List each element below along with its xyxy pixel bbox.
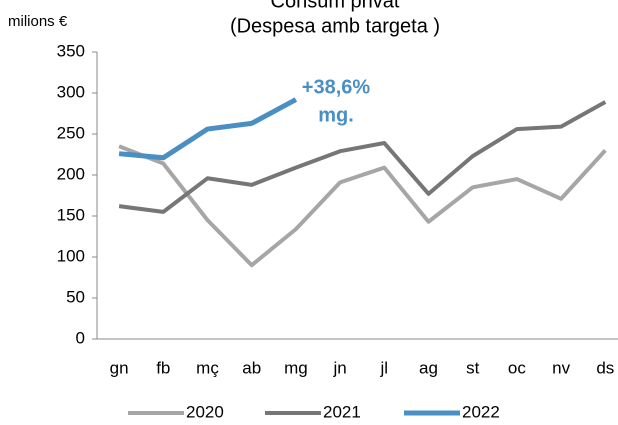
x-tick-label: ds — [596, 358, 614, 377]
y-tick-label: 300 — [57, 82, 85, 101]
x-tick-label: fb — [156, 358, 170, 377]
y-tick-label: 50 — [66, 287, 85, 306]
y-tick-label: 0 — [76, 328, 85, 347]
y-tick-label: 250 — [57, 123, 85, 142]
y-tick-label: 100 — [57, 246, 85, 265]
legend-label: 2021 — [323, 402, 361, 421]
annotation: +38,6% — [302, 76, 371, 98]
legend-label: 2020 — [186, 402, 224, 421]
x-tick-label: jl — [380, 358, 389, 377]
x-tick-label: gn — [110, 358, 129, 377]
line-series — [118, 100, 607, 214]
y-tick-label: 350 — [57, 41, 85, 60]
annotation: mg. — [318, 104, 354, 126]
y-axis-label: milions € — [8, 13, 68, 30]
x-tick-label: jn — [332, 358, 346, 377]
chart-subtitle: (Despesa amb targeta ) — [230, 15, 440, 37]
x-tick-label: ag — [419, 358, 438, 377]
x-tick-label: mg — [284, 358, 308, 377]
x-tick-label: ab — [242, 358, 261, 377]
y-tick-label: 150 — [57, 205, 85, 224]
x-tick-label: nv — [552, 358, 570, 377]
chart-title: Consum privat — [271, 0, 400, 12]
x-tick-label: mç — [196, 358, 219, 377]
line-series — [118, 144, 607, 268]
x-tick-label: st — [466, 358, 480, 377]
legend-label: 2022 — [462, 402, 500, 421]
y-tick-label: 200 — [57, 164, 85, 183]
x-tick-label: oc — [508, 358, 526, 377]
line-series — [118, 97, 298, 161]
